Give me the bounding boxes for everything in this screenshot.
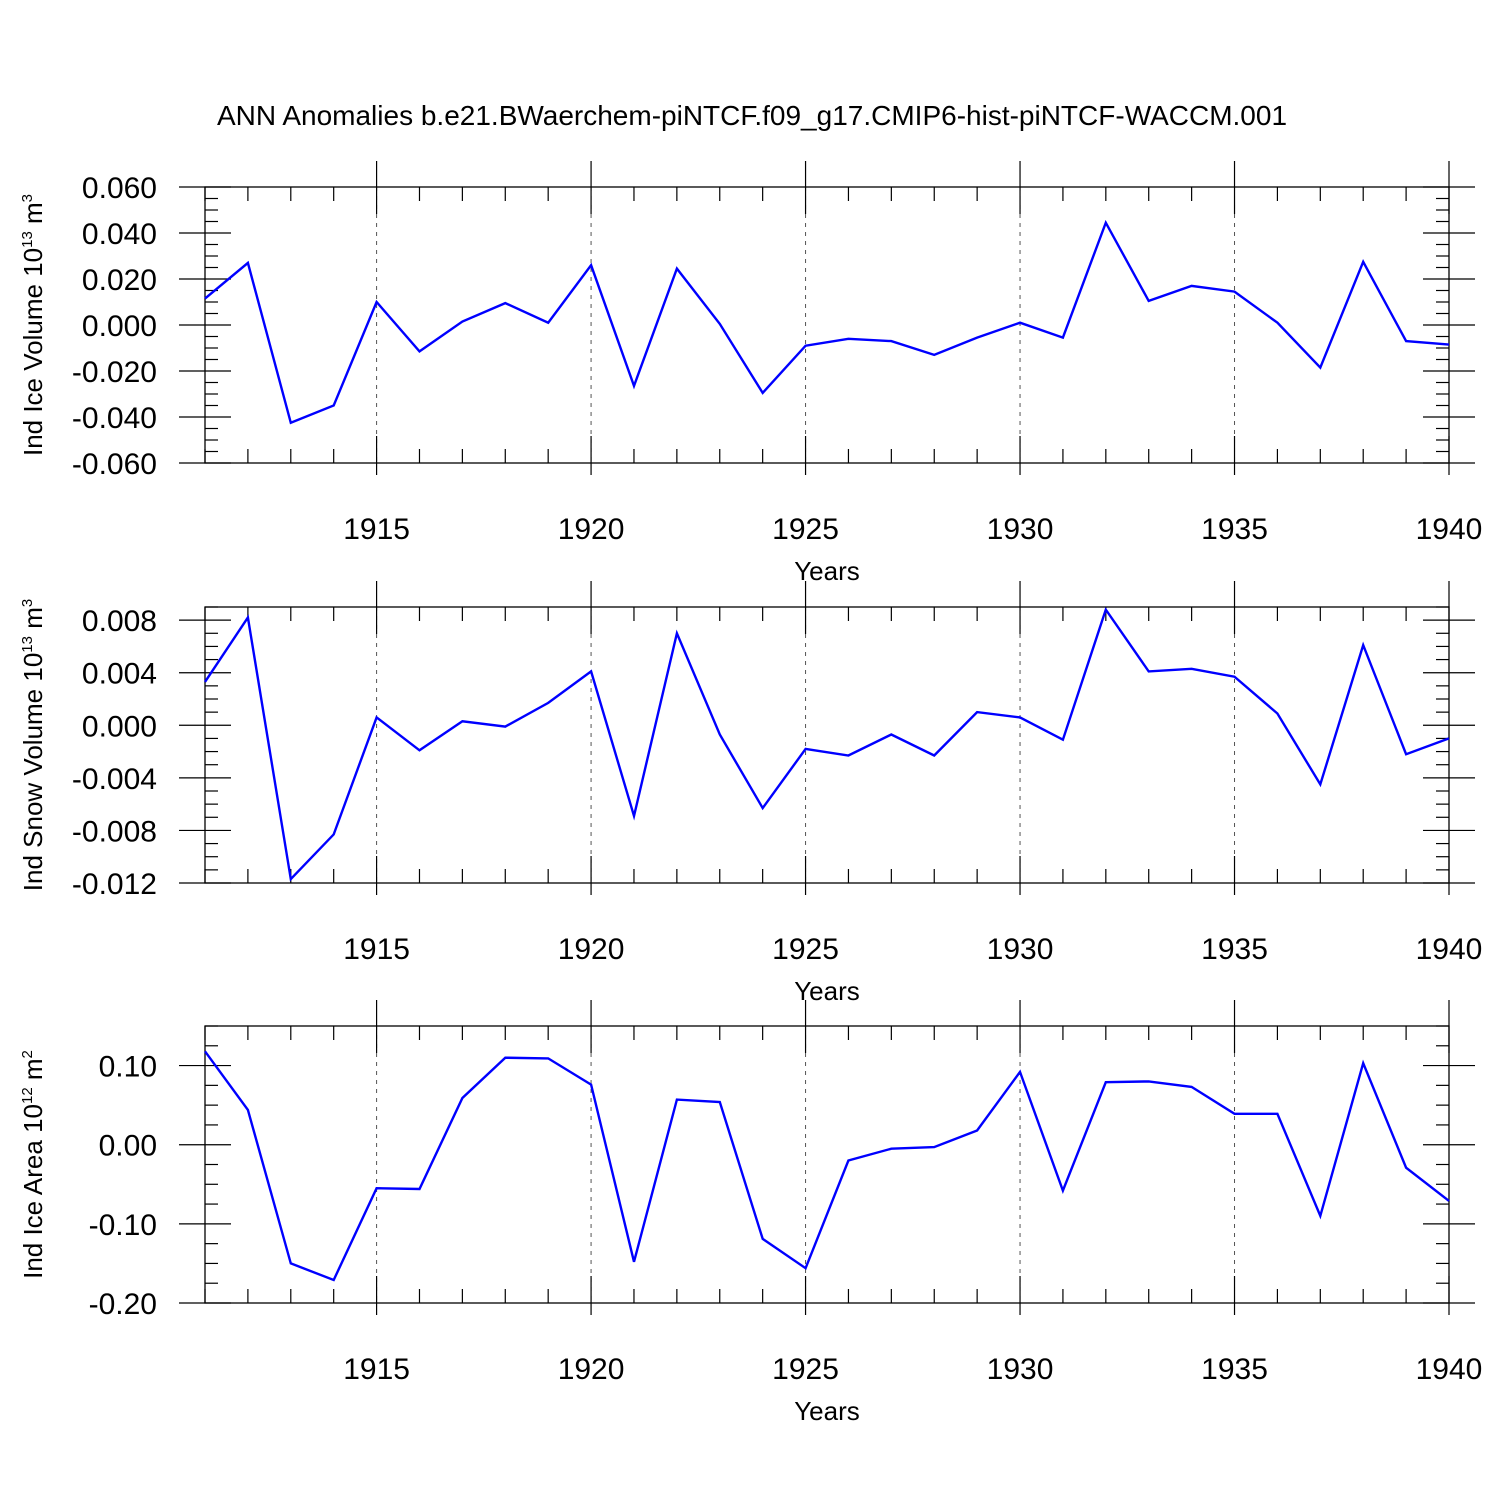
- chart-panel-3: 1915 1920 1925 1930 1935 1940 Years -0.20 -0.10 0…: [18, 1000, 1482, 1426]
- y-tick-label: 0.10: [99, 1051, 157, 1084]
- series-line: [204, 1050, 1450, 1282]
- plot-frame: [204, 606, 1450, 884]
- y-tick-label: 0.00: [99, 1130, 157, 1163]
- x-tick-label: 1940: [1416, 513, 1483, 546]
- x-axis-label: Years: [794, 556, 860, 586]
- x-tick-label: 1935: [1201, 513, 1268, 546]
- y-tick-label: 0.000: [82, 310, 157, 343]
- figure-title: ANN Anomalies b.e21.BWaerchem-piNTCF.f09…: [217, 100, 1287, 131]
- x-tick-label: 1935: [1201, 933, 1268, 966]
- x-tick-label: 1940: [1416, 933, 1483, 966]
- y-tick-label: 0.020: [82, 264, 157, 297]
- x-axis-label: Years: [794, 976, 860, 1006]
- y-tick-label: -0.040: [72, 402, 157, 435]
- y-tick-label: 0.000: [82, 710, 157, 743]
- plot-frame: [204, 186, 1450, 464]
- y-tick-label: -0.020: [72, 356, 157, 389]
- x-tick-label: 1930: [987, 933, 1054, 966]
- x-tick-label: 1925: [772, 933, 839, 966]
- chart-panel-2: 1915 1920 1925 1930 1935 1940 Years -0.012 -0.00…: [18, 581, 1482, 1006]
- y-tick-label: 0.008: [82, 605, 157, 638]
- y-axis-label: Ind Snow Volume 1013 m3: [18, 599, 48, 891]
- x-tick-label: 1930: [987, 1353, 1054, 1386]
- x-tick-label: 1915: [343, 513, 410, 546]
- x-tick-label: 1925: [772, 1353, 839, 1386]
- x-tick-label: 1940: [1416, 1353, 1483, 1386]
- x-tick-label: 1920: [558, 513, 625, 546]
- y-tick-label: 0.004: [82, 658, 157, 691]
- x-tick-label: 1925: [772, 513, 839, 546]
- y-tick-label: -0.060: [72, 448, 157, 481]
- y-tick-label: -0.20: [89, 1288, 157, 1321]
- series-line: [204, 219, 1450, 425]
- y-tick-label: 0.040: [82, 218, 157, 251]
- x-tick-label: 1915: [343, 1353, 410, 1386]
- y-tick-label: 0.060: [82, 172, 157, 205]
- y-axis-label: Ind Ice Volume 1013 m3: [18, 194, 48, 456]
- y-tick-label: -0.004: [72, 763, 157, 796]
- panels: 1915 1920 1925 1930 1935 1940 Years -0.060 -0.04…: [18, 161, 1482, 1426]
- x-tick-label: 1920: [558, 1353, 625, 1386]
- x-axis-label: Years: [794, 1396, 860, 1426]
- y-tick-label: -0.10: [89, 1209, 157, 1242]
- x-tick-label: 1920: [558, 933, 625, 966]
- x-tick-label: 1935: [1201, 1353, 1268, 1386]
- chart-panel-1: 1915 1920 1925 1930 1935 1940 Years -0.060 -0.04…: [18, 161, 1482, 586]
- x-tick-label: 1930: [987, 513, 1054, 546]
- y-tick-label: -0.012: [72, 868, 157, 901]
- y-tick-label: -0.008: [72, 815, 157, 848]
- y-axis-label: Ind Ice Area 1012 m2: [18, 1050, 48, 1279]
- plot-frame: [204, 1025, 1450, 1304]
- x-tick-label: 1915: [343, 933, 410, 966]
- series-line: [204, 606, 1450, 882]
